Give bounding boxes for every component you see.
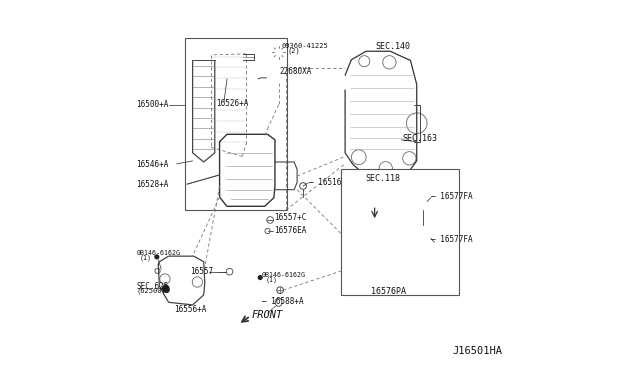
Text: — 16577FA: — 16577FA — [431, 192, 472, 201]
Text: SEC.140: SEC.140 — [376, 42, 410, 51]
Text: 16557: 16557 — [190, 267, 213, 276]
Text: FRONT: FRONT — [252, 310, 283, 320]
Circle shape — [164, 287, 170, 293]
Text: 16526+A: 16526+A — [216, 99, 248, 108]
Text: (62500): (62500) — [136, 288, 166, 295]
Circle shape — [258, 275, 263, 280]
Text: (1): (1) — [266, 276, 277, 283]
Circle shape — [163, 285, 169, 292]
Text: 16576PA: 16576PA — [371, 288, 406, 296]
Text: SEC.625: SEC.625 — [136, 282, 169, 291]
Text: 0B146-6162G: 0B146-6162G — [262, 272, 306, 278]
Circle shape — [154, 254, 159, 260]
Text: 16556+A: 16556+A — [174, 305, 207, 314]
Text: 16546+A: 16546+A — [136, 160, 169, 169]
Text: 16576EA: 16576EA — [274, 226, 307, 235]
Text: SEC.163: SEC.163 — [402, 134, 437, 143]
Bar — [185, 38, 287, 210]
Bar — [341, 169, 459, 295]
Text: (1): (1) — [140, 255, 152, 261]
Text: 16500+A: 16500+A — [136, 100, 169, 109]
Text: J16501HA: J16501HA — [452, 346, 503, 356]
Text: 16528+A: 16528+A — [136, 180, 169, 189]
Text: 0B146-6162G: 0B146-6162G — [136, 250, 180, 256]
Text: (2): (2) — [287, 48, 300, 54]
Text: SEC.118: SEC.118 — [365, 174, 400, 183]
Text: 16557+C: 16557+C — [274, 213, 307, 222]
Text: 09360-41225: 09360-41225 — [281, 44, 328, 49]
Text: — 16516: — 16516 — [309, 178, 341, 187]
Text: — 16577FA: — 16577FA — [431, 235, 472, 244]
Text: — 16588+A: — 16588+A — [262, 297, 303, 306]
Text: 22680XA: 22680XA — [280, 67, 312, 76]
